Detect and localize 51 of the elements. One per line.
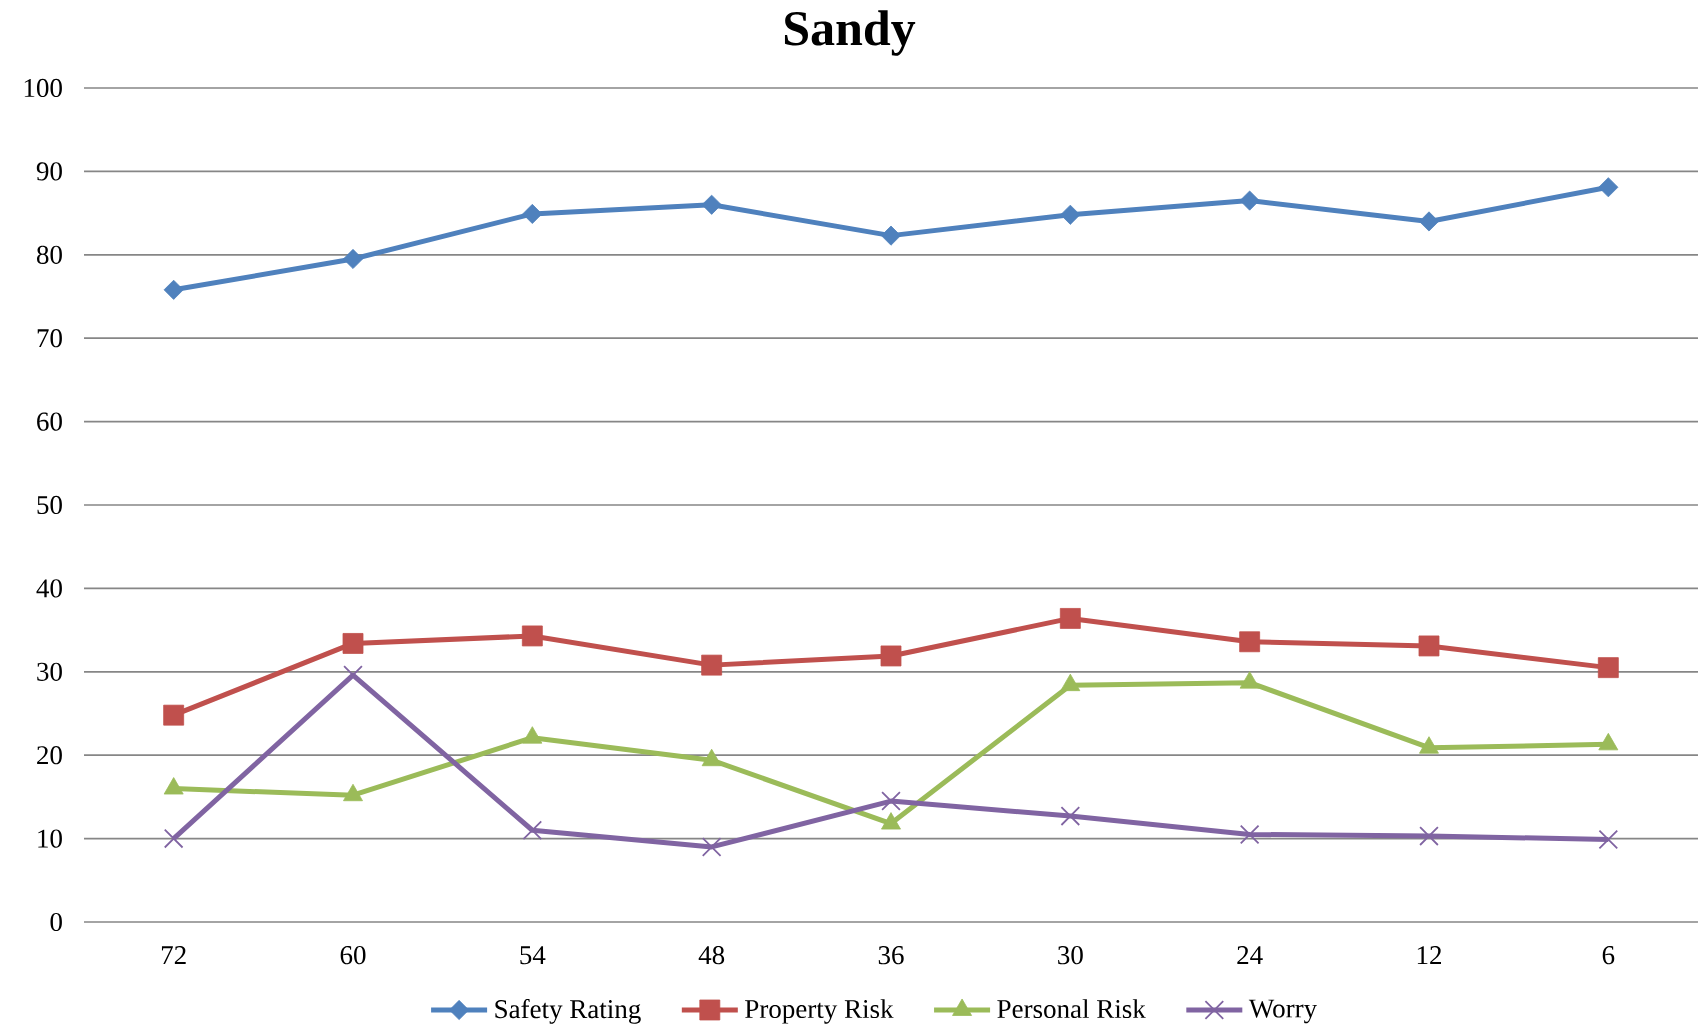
- point: [163, 828, 184, 849]
- x-tick-label: 30: [1058, 946, 1083, 965]
- legend-label: Safety Rating: [495, 998, 641, 1024]
- point: [701, 654, 723, 676]
- point: [1060, 204, 1081, 225]
- point: [342, 633, 364, 654]
- point: [1239, 631, 1261, 653]
- point: [521, 625, 543, 647]
- point: [1419, 826, 1439, 846]
- point: [1059, 608, 1081, 629]
- x-tick-label: 36: [878, 946, 904, 965]
- point: [881, 791, 901, 811]
- y-tick-label: 30: [37, 662, 62, 681]
- x-tick-label: 24: [1237, 946, 1263, 964]
- x-tick-label: 6: [1602, 946, 1615, 965]
- y-tick-label: 80: [36, 245, 62, 264]
- point: [701, 194, 722, 215]
- y-tick-label: 100: [24, 78, 62, 98]
- x-tick-label: 48: [698, 946, 725, 965]
- y-tick-label: 50: [37, 495, 62, 515]
- point: [522, 820, 543, 841]
- y-tick-label: 20: [37, 746, 62, 765]
- x-tick-label: 54: [520, 946, 546, 965]
- y-tick-label: 10: [38, 829, 62, 848]
- legend-label: Personal Risk: [997, 999, 1146, 1019]
- point: [1598, 829, 1619, 850]
- point: [880, 225, 902, 246]
- y-tick-label: 60: [37, 412, 62, 431]
- legend-label: Worry: [1248, 999, 1318, 1024]
- legend-label: Property Risk: [745, 999, 894, 1024]
- point: [1239, 190, 1260, 211]
- point: [701, 837, 722, 857]
- x-tick-label: 12: [1417, 946, 1441, 964]
- chart-title: Sandy: [784, 10, 916, 56]
- point: [1418, 211, 1439, 232]
- x-tick-label: 60: [340, 946, 366, 965]
- point: [163, 279, 184, 300]
- point: [1597, 657, 1619, 679]
- point: [163, 704, 185, 726]
- point: [1060, 806, 1081, 826]
- point: [1598, 177, 1619, 198]
- y-tick-label: 0: [50, 912, 62, 932]
- y-tick-label: 90: [36, 162, 62, 181]
- point: [880, 645, 902, 667]
- point: [1418, 635, 1440, 657]
- point: [1239, 824, 1260, 845]
- y-tick-label: 70: [37, 329, 62, 348]
- x-tick-label: 72: [161, 946, 186, 964]
- point: [522, 203, 543, 224]
- y-tick-label: 40: [36, 579, 62, 598]
- point: [342, 248, 364, 269]
